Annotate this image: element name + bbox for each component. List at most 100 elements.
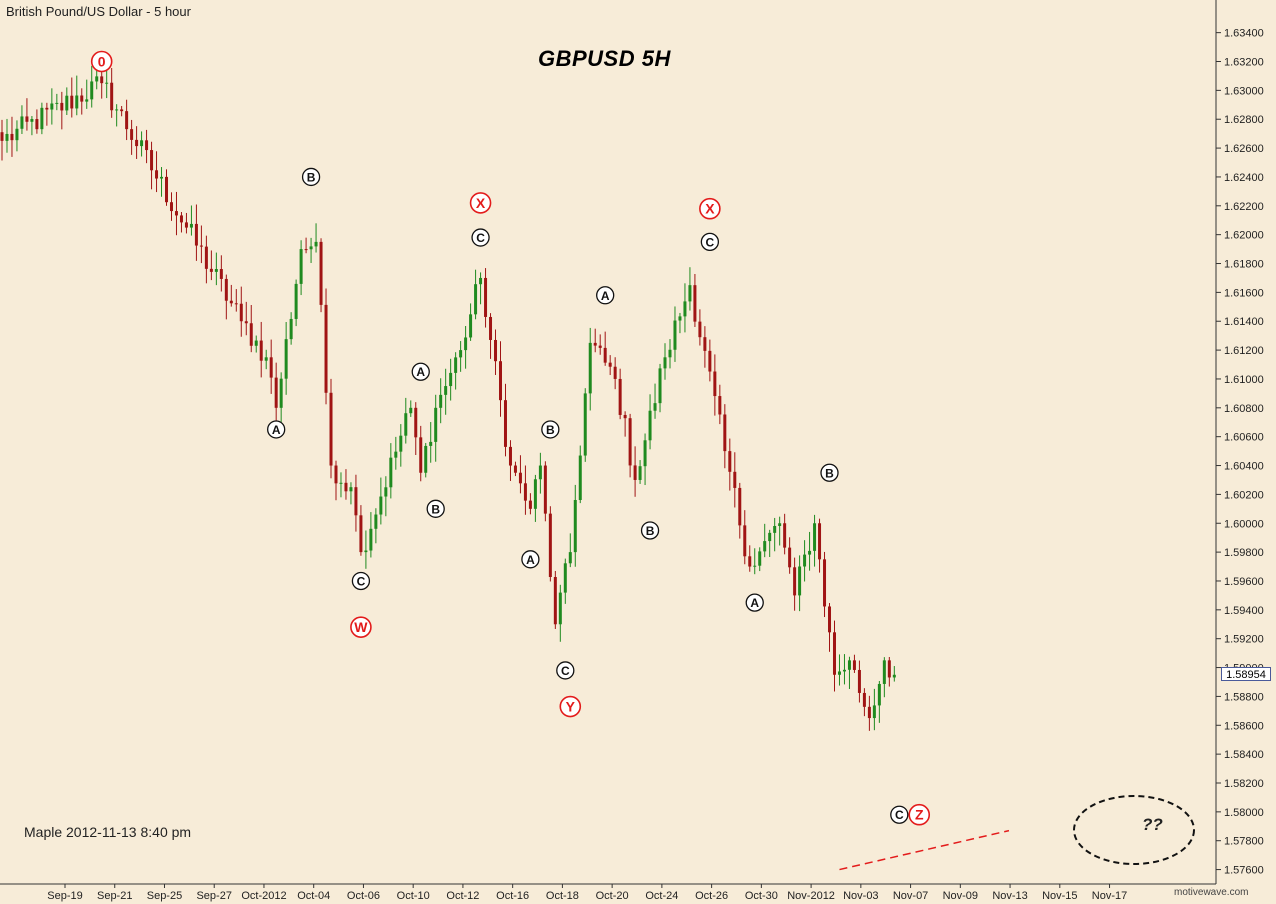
- wave-label-circle: [908, 803, 931, 826]
- candle-body: [718, 396, 722, 415]
- candle-body: [758, 551, 762, 566]
- candle-body: [369, 528, 373, 551]
- candle-body: [598, 345, 602, 348]
- candle-body: [379, 496, 383, 515]
- candle-body: [803, 554, 807, 567]
- candle-body: [419, 437, 423, 473]
- candle-body: [354, 487, 358, 516]
- y-tick-label: 1.57800: [1224, 836, 1264, 848]
- wave-label: C: [357, 574, 366, 588]
- candle-body: [60, 102, 64, 111]
- candle-body: [678, 316, 682, 321]
- candle-body: [653, 403, 657, 411]
- x-tick-label: Oct-20: [596, 890, 629, 902]
- candle-body: [733, 471, 737, 488]
- candle-body: [15, 128, 19, 141]
- candle-body: [105, 82, 109, 84]
- candle-body: [748, 556, 752, 567]
- candle-body: [708, 350, 712, 372]
- y-tick-label: 1.60200: [1224, 489, 1264, 501]
- candle-body: [40, 107, 44, 130]
- y-tick-label: 1.58200: [1224, 778, 1264, 790]
- candle-body: [459, 350, 463, 358]
- candle-body: [249, 323, 253, 346]
- candle-body: [309, 246, 313, 250]
- candle-body: [563, 563, 567, 593]
- x-tick-label: Oct-16: [496, 890, 529, 902]
- wave-label: Y: [566, 699, 576, 715]
- candle-body: [533, 479, 537, 509]
- candle-body: [299, 249, 303, 284]
- y-tick-label: 1.60400: [1224, 461, 1264, 473]
- wave-label: B: [646, 524, 655, 538]
- candle-body: [274, 377, 278, 408]
- candle-body: [204, 246, 208, 269]
- candle-body: [513, 465, 517, 473]
- x-tick-label: Sep-27: [196, 890, 231, 902]
- candle-body: [130, 129, 134, 140]
- candle-body: [319, 241, 323, 305]
- candle-body: [150, 150, 154, 171]
- y-tick-label: 1.63400: [1224, 28, 1264, 40]
- candle-body: [284, 339, 288, 379]
- candle-body: [184, 222, 188, 228]
- wave-label: X: [476, 195, 486, 211]
- candle-body: [55, 102, 59, 104]
- x-tick-label: Nov-2012: [787, 890, 835, 902]
- candle-body: [813, 523, 817, 551]
- wave-label: B: [825, 466, 834, 480]
- wave-label-circle: [541, 420, 560, 439]
- candle-body: [115, 109, 119, 111]
- candle-body: [80, 95, 84, 102]
- candle-body: [593, 342, 597, 346]
- x-tick-label: Oct-10: [397, 890, 430, 902]
- candle-body: [5, 133, 9, 141]
- candle-body: [135, 139, 139, 147]
- candle-body: [339, 482, 343, 484]
- candle-body: [469, 314, 473, 338]
- y-tick-label: 1.61000: [1224, 374, 1264, 386]
- candle-body: [877, 683, 881, 706]
- candle-body: [479, 277, 483, 285]
- candle-body: [703, 337, 707, 351]
- candle-body: [837, 671, 841, 675]
- candle-body: [374, 514, 378, 529]
- candle-body: [688, 285, 692, 302]
- y-tick-label: 1.59400: [1224, 605, 1264, 617]
- candle-body: [75, 95, 79, 109]
- candle-body: [409, 407, 413, 414]
- candle-body: [683, 301, 687, 317]
- x-tick-label: Nov-13: [992, 890, 1027, 902]
- chart-title: GBPUSD 5H: [538, 46, 671, 71]
- wave-label-circle: [596, 286, 615, 305]
- candle-body: [638, 466, 642, 480]
- candle-body: [294, 283, 298, 319]
- candle-body: [847, 660, 851, 670]
- candle-body: [693, 285, 697, 322]
- x-tick-label: Oct-26: [695, 890, 728, 902]
- candle-body: [179, 215, 183, 223]
- candle-body: [753, 565, 757, 567]
- candle-body: [444, 386, 448, 395]
- current-price-tag: 1.58954: [1221, 667, 1271, 681]
- wave-label: A: [601, 289, 610, 303]
- candle-body: [728, 451, 732, 472]
- candle-body: [424, 445, 428, 473]
- candle-body: [832, 632, 836, 675]
- candle-body: [484, 277, 488, 317]
- x-tick-label: Oct-18: [546, 890, 579, 902]
- wave-label: W: [354, 619, 368, 635]
- x-tick-label: Nov-15: [1042, 890, 1077, 902]
- candle-body: [673, 320, 677, 350]
- candle-body: [788, 547, 792, 568]
- candle-body: [219, 269, 223, 279]
- candle-body: [359, 515, 363, 553]
- candle-body: [743, 525, 747, 557]
- y-tick-label: 1.62400: [1224, 172, 1264, 184]
- candle-body: [623, 414, 627, 419]
- wave-label-circle: [351, 571, 371, 591]
- y-tick-label: 1.58800: [1224, 691, 1264, 703]
- y-tick-label: 1.62200: [1224, 201, 1264, 213]
